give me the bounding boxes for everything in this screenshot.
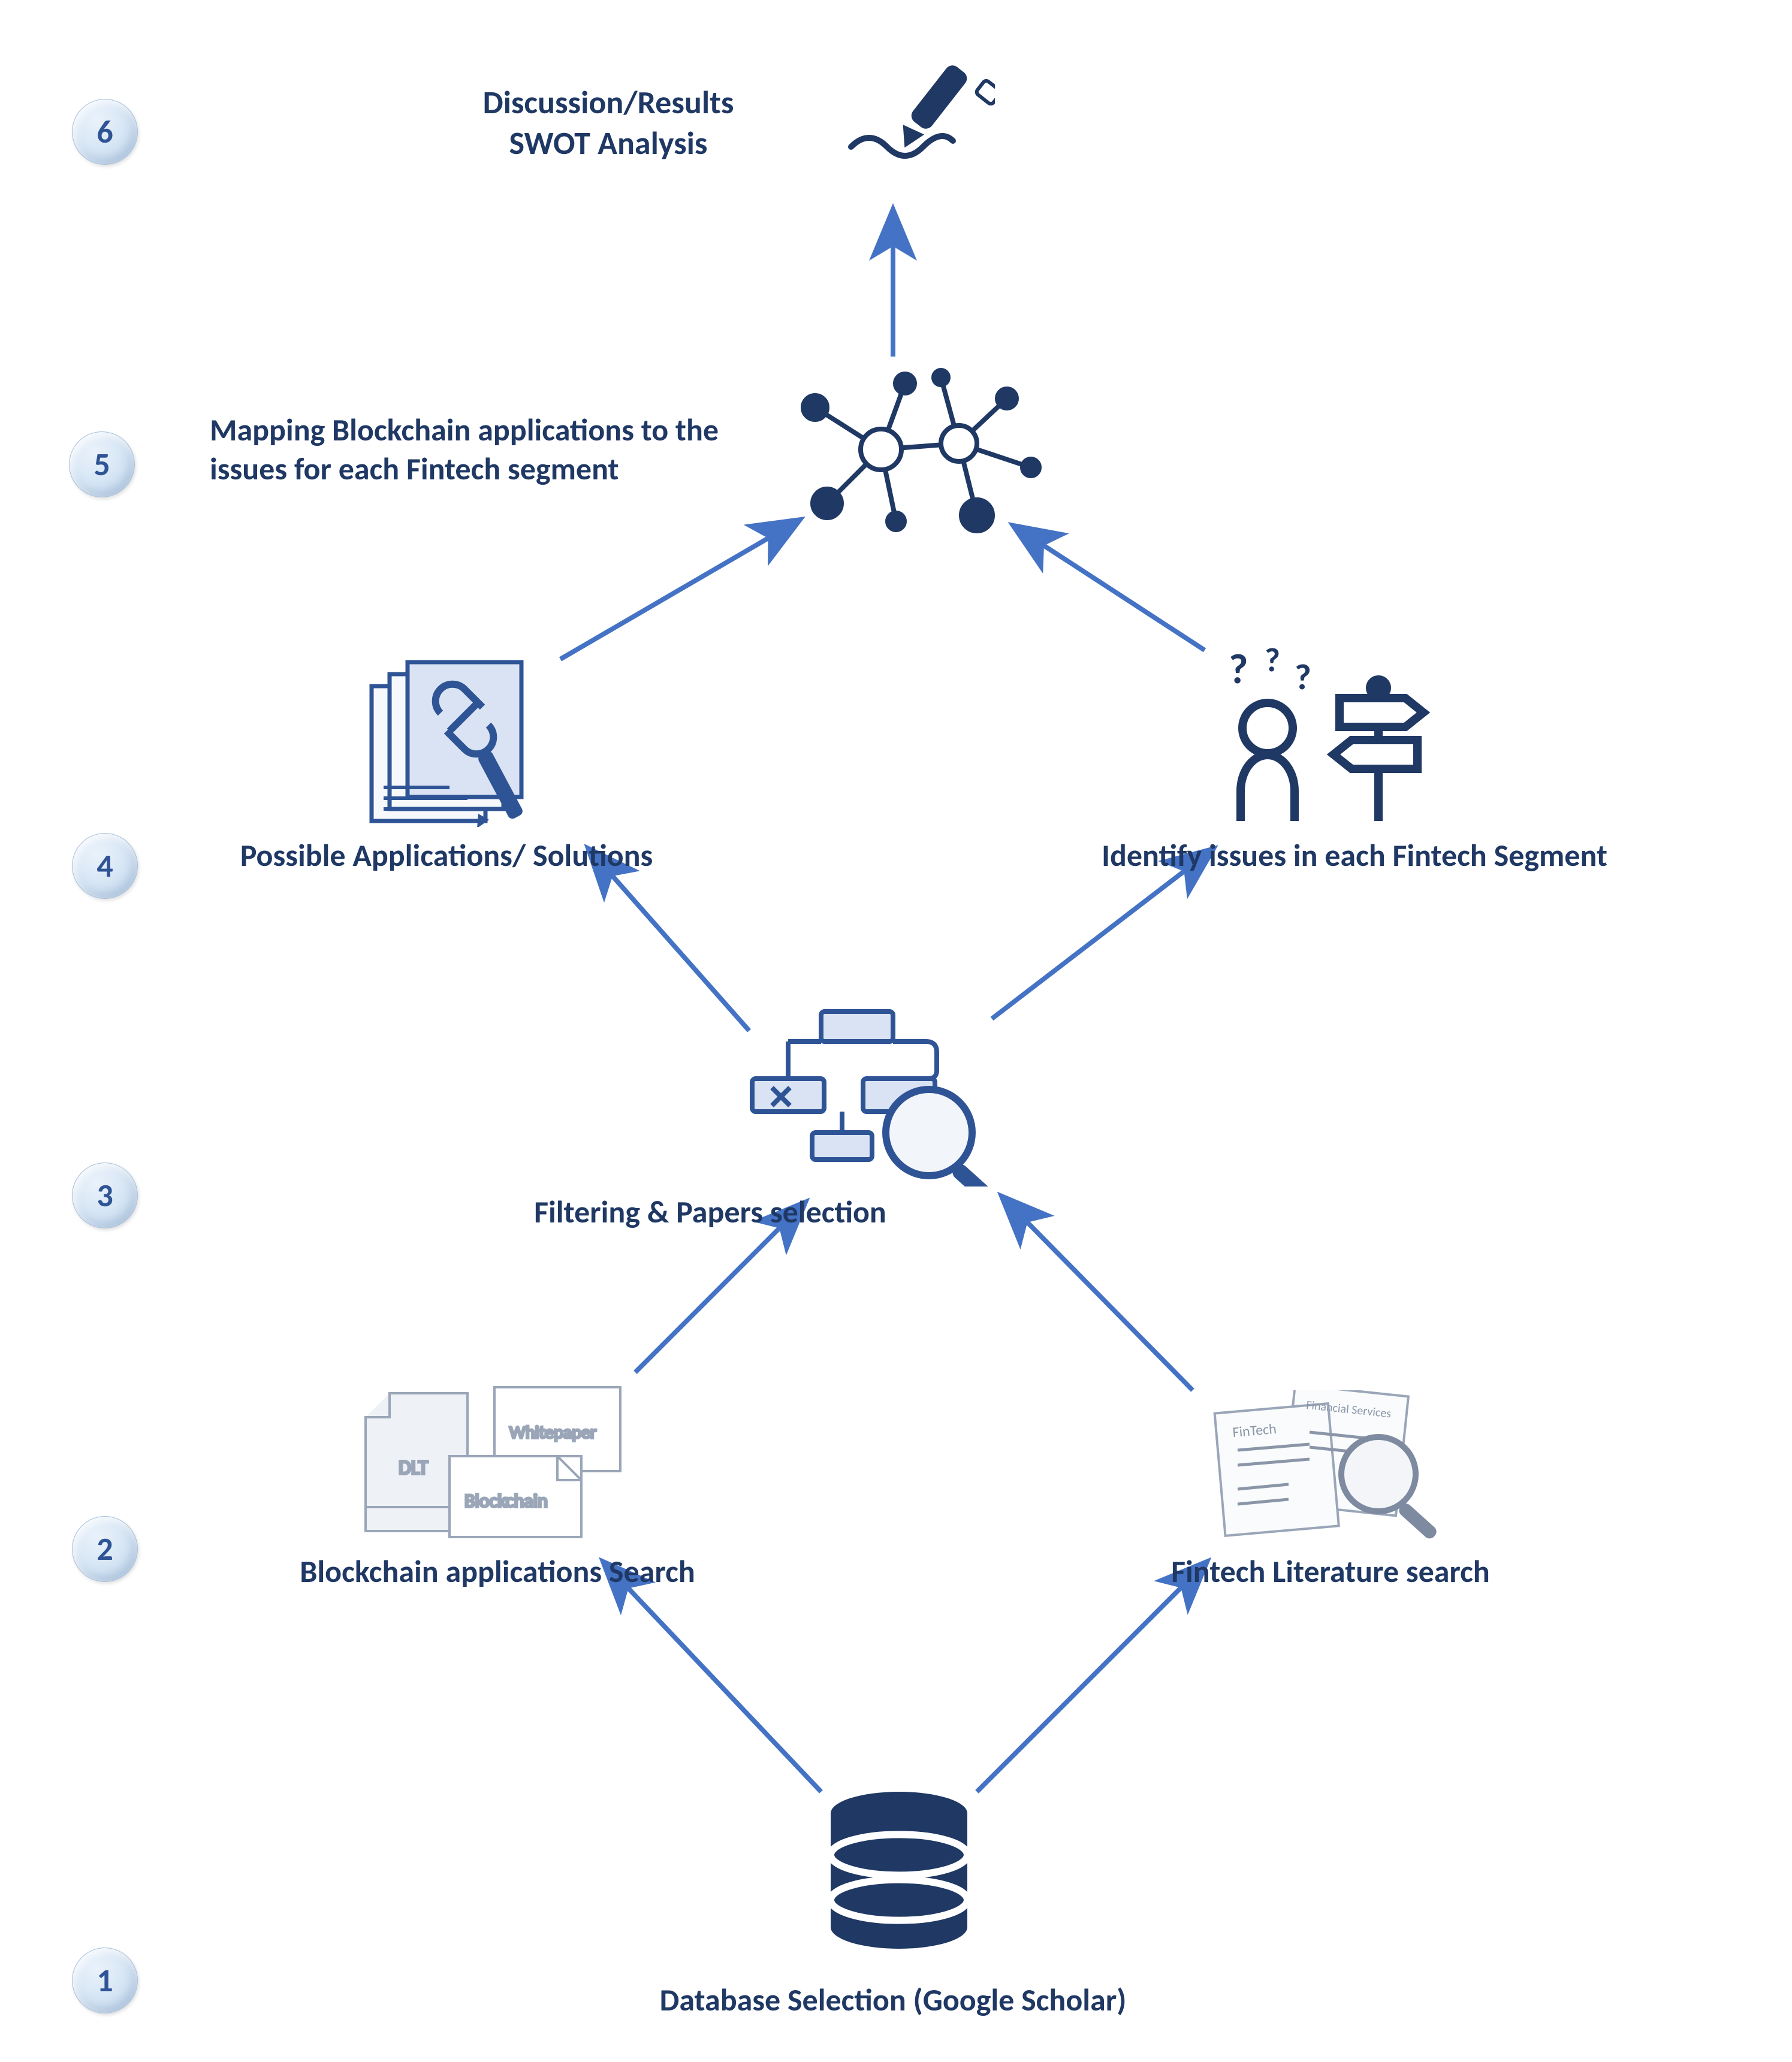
doc-link-icon (366, 659, 557, 830)
blockchain-docs-icon: DLT Whitepaper Blockchain (357, 1384, 632, 1543)
step-badge-6: 6 (72, 99, 138, 165)
step-badge-2: 2 (72, 1516, 138, 1582)
arrow (560, 521, 797, 659)
arrow (977, 1564, 1205, 1792)
label-discussion-line1: Discussion/Results (483, 83, 734, 122)
arrow (1004, 1198, 1193, 1390)
svg-text:Blockchain: Blockchain (464, 1489, 548, 1512)
database-icon (827, 1792, 971, 1963)
pen-icon (839, 57, 995, 168)
step-badge-1: 1 (72, 1948, 138, 2013)
label-possible-applications: Possible Applications/ Solutions (195, 836, 698, 875)
svg-text:?: ? (1229, 643, 1248, 695)
label-discussion: Discussion/Results SWOT Analysis (432, 83, 785, 164)
svg-text:?: ? (1295, 656, 1311, 699)
label-discussion-line2: SWOT Analysis (509, 123, 708, 163)
network-icon (791, 366, 1049, 548)
label-identify-issues: Identify issues in each Fintech Segment (1061, 836, 1648, 875)
svg-text:?: ? (1265, 641, 1280, 681)
step-badge-5: 5 (69, 431, 135, 497)
label-fintech-search: Fintech Literature search (1121, 1552, 1540, 1591)
step-badge-3: 3 (72, 1163, 138, 1228)
arrow (992, 851, 1211, 1019)
filter-flow-icon (743, 1007, 1007, 1190)
fintech-docs-icon: FinTech Financial Services (1199, 1390, 1450, 1543)
diagram-canvas: 1 2 3 4 5 6 Database Selection (Google Schola… (0, 0, 1792, 2062)
svg-text:DLT: DLT (399, 1456, 429, 1480)
label-blockchain-search: Blockchain applications Search (258, 1552, 737, 1591)
arrow (590, 851, 749, 1031)
label-filtering: Filtering & Papers selection (491, 1192, 929, 1231)
label-mapping: Mapping Blockchain applications to the i… (210, 410, 785, 488)
svg-text:Whitepaper: Whitepaper (509, 1421, 596, 1444)
label-database-selection: Database Selection (Google Scholar) (605, 1981, 1181, 2019)
arrow (605, 1564, 821, 1792)
person-signpost-icon: ? ? ? (1199, 641, 1450, 824)
step-badge-4: 4 (72, 833, 138, 899)
